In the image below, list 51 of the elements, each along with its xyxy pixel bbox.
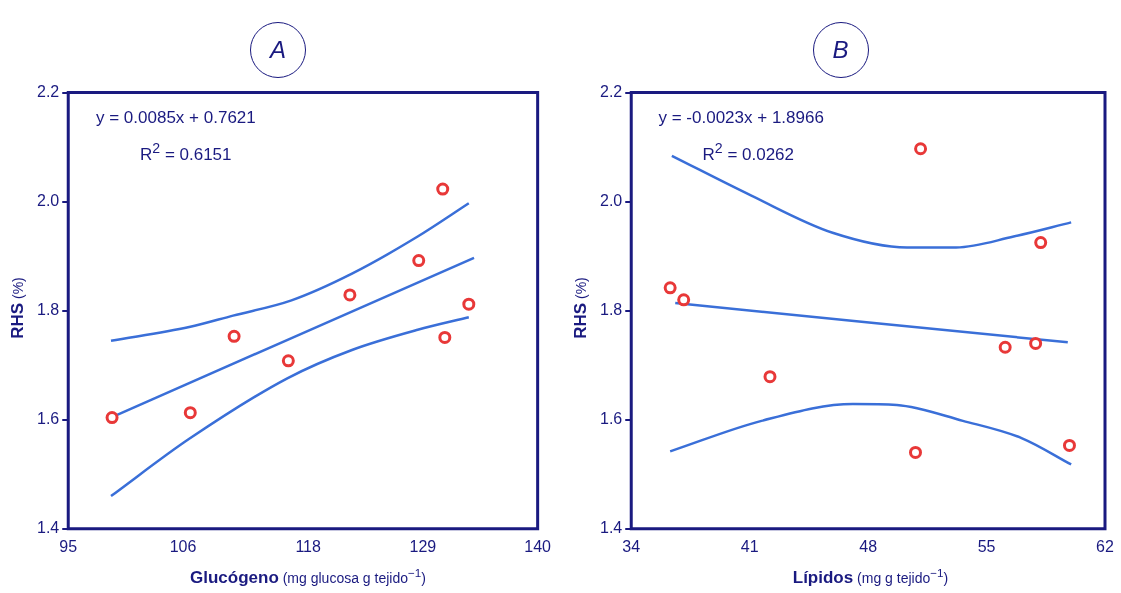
point <box>343 288 357 302</box>
point <box>281 354 295 368</box>
x-tick-label: 34 <box>621 537 640 555</box>
y-tick-label: 1.6 <box>599 410 622 428</box>
point <box>908 445 922 459</box>
x-axis-title: Lípidos (mg g tejido$^{−1}$) <box>792 566 949 587</box>
y-tick-label: 1.4 <box>599 519 622 537</box>
line-series <box>668 402 1072 466</box>
x-tick-label: 55 <box>977 537 996 555</box>
x-tick-label: 48 <box>858 537 877 555</box>
point <box>412 254 426 268</box>
point <box>913 142 927 156</box>
y-tick-label: 2.2 <box>36 83 60 101</box>
point <box>998 340 1012 354</box>
y-tick-label: 1.6 <box>36 410 60 428</box>
line-series <box>109 202 471 342</box>
y-tick-label: 1.8 <box>36 301 60 319</box>
point <box>436 182 450 196</box>
y-tick-label: 2.0 <box>599 192 622 210</box>
point <box>1033 236 1047 250</box>
x-tick-label: 106 <box>169 537 197 555</box>
point <box>762 370 776 384</box>
x-axis-title: Glucógeno (mg glucosa g tejido$^{−1}$) <box>190 566 426 587</box>
x-tick-label: 41 <box>740 537 759 555</box>
x-tick-label: 140 <box>524 537 552 555</box>
point <box>227 329 241 343</box>
x-tick-label: 95 <box>59 537 78 555</box>
y-axis-title: RHS (%) <box>8 277 27 339</box>
point <box>462 297 476 311</box>
y-tick-label: 2.2 <box>599 83 622 101</box>
annotation: y = 0.0085x + 0.7621 <box>96 108 256 128</box>
annotation: R$^{2}$ = 0.0262 <box>702 140 795 165</box>
point <box>1062 438 1076 452</box>
y-axis-title: RHS (%) <box>570 277 590 339</box>
point <box>438 330 452 344</box>
point <box>663 281 677 295</box>
x-tick-label: 129 <box>409 537 437 555</box>
y-tick-label: 1.4 <box>36 519 60 537</box>
x-tick-label: 118 <box>295 537 322 555</box>
point <box>676 293 690 307</box>
chart-title: A <box>250 22 306 78</box>
chart-title: B <box>812 22 869 78</box>
point <box>1028 336 1042 350</box>
annotation: y = -0.0023x + 1.8966 <box>658 108 824 128</box>
x-tick-label: 62 <box>1095 537 1114 555</box>
annotation: R$^{2}$ = 0.6151 <box>140 140 232 165</box>
y-tick-label: 2.0 <box>36 192 60 210</box>
line-series <box>109 315 471 498</box>
y-tick-label: 1.8 <box>599 301 622 319</box>
point <box>183 406 197 420</box>
point <box>105 411 119 425</box>
